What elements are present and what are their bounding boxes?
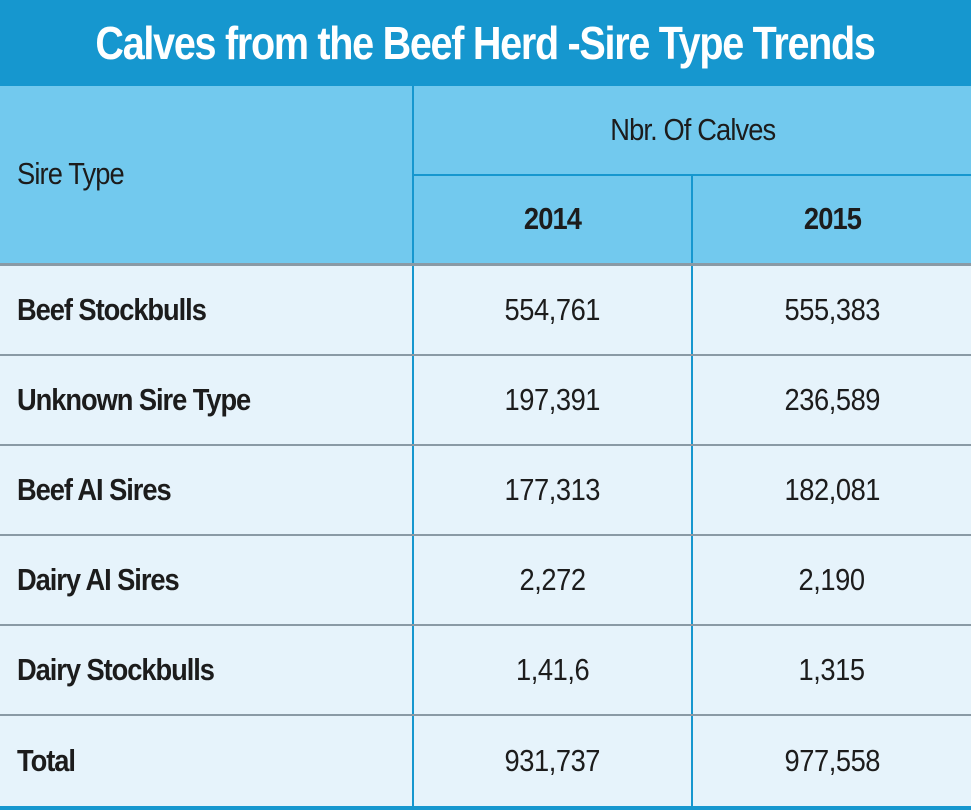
row-label-text: Unknown Sire Type	[17, 381, 251, 417]
cell-2014-value: 197,391	[504, 381, 601, 417]
column-header-2014: 2014	[413, 175, 693, 266]
row-label: Beef Stockbulls	[0, 264, 414, 356]
table-row-dairy-ai-sires: Dairy AI Sires 2,272 2,190	[0, 534, 971, 626]
table-row-beef-ai-sires: Beef AI Sires 177,313 182,081	[0, 444, 971, 536]
year-2015-label: 2015	[803, 201, 861, 237]
cell-2014-value: 177,313	[504, 471, 601, 507]
cell-2015-value: 236,589	[784, 381, 880, 417]
calves-table: Sire Type Nbr. Of Calves 2014 2015 Beef …	[0, 86, 971, 810]
sire-type-header-label: Sire Type	[17, 156, 125, 192]
row-label-text: Beef Stockbulls	[17, 291, 207, 327]
row-label: Unknown Sire Type	[0, 354, 414, 446]
cell-2015: 555,383	[692, 264, 971, 356]
cell-2014-value: 931,737	[504, 742, 601, 778]
row-label: Dairy AI Sires	[0, 534, 414, 626]
table-body: Beef Stockbulls 554,761 555,383 Unknown …	[0, 264, 971, 810]
row-label: Beef AI Sires	[0, 444, 414, 536]
table-row-dairy-stockbulls: Dairy Stockbulls 1,41,6 1,315	[0, 624, 971, 716]
row-label-text: Dairy Stockbulls	[17, 651, 215, 687]
cell-2015-value: 555,383	[784, 291, 880, 327]
row-label-text: Beef AI Sires	[17, 471, 172, 507]
cell-2014: 554,761	[413, 264, 693, 356]
column-header-2015: 2015	[692, 175, 971, 266]
row-label: Total	[0, 714, 414, 810]
column-group-header-calves: Nbr. Of Calves	[413, 86, 971, 176]
cell-2014-value: 554,761	[504, 291, 601, 327]
year-2014-label: 2014	[523, 201, 582, 237]
row-label-text: Dairy AI Sires	[17, 561, 180, 597]
table-row-total: Total 931,737 977,558	[0, 714, 971, 810]
cell-2014-value: 2,272	[519, 561, 586, 597]
column-header-sire-type: Sire Type	[0, 86, 414, 266]
row-label: Dairy Stockbulls	[0, 624, 414, 716]
figure-title: Calves from the Beef Herd -Sire Type Tre…	[95, 17, 877, 69]
cell-2014: 1,41,6	[413, 624, 693, 716]
cell-2015: 182,081	[692, 444, 971, 536]
cell-2014: 177,313	[413, 444, 693, 536]
cell-2014: 2,272	[413, 534, 693, 626]
cell-2014-value: 1,41,6	[515, 651, 590, 687]
table-row-unknown-sire-type: Unknown Sire Type 197,391 236,589	[0, 354, 971, 446]
row-label-text: Total	[17, 742, 76, 778]
cell-2015: 1,315	[692, 624, 971, 716]
calves-header-label: Nbr. Of Calves	[609, 112, 776, 147]
cell-2015: 977,558	[692, 714, 971, 810]
table-header: Sire Type Nbr. Of Calves 2014 2015	[0, 86, 971, 266]
cell-2015-value: 182,081	[784, 471, 880, 507]
title-bar: Calves from the Beef Herd -Sire Type Tre…	[0, 0, 971, 86]
cell-2014: 197,391	[413, 354, 693, 446]
cell-2015-value: 1,315	[798, 651, 866, 687]
cell-2015: 236,589	[692, 354, 971, 446]
table-row-beef-stockbulls: Beef Stockbulls 554,761 555,383	[0, 264, 971, 356]
cell-2015: 2,190	[692, 534, 971, 626]
cell-2015-value: 2,190	[798, 561, 866, 597]
cell-2014: 931,737	[413, 714, 693, 810]
cell-2015-value: 977,558	[784, 742, 880, 778]
